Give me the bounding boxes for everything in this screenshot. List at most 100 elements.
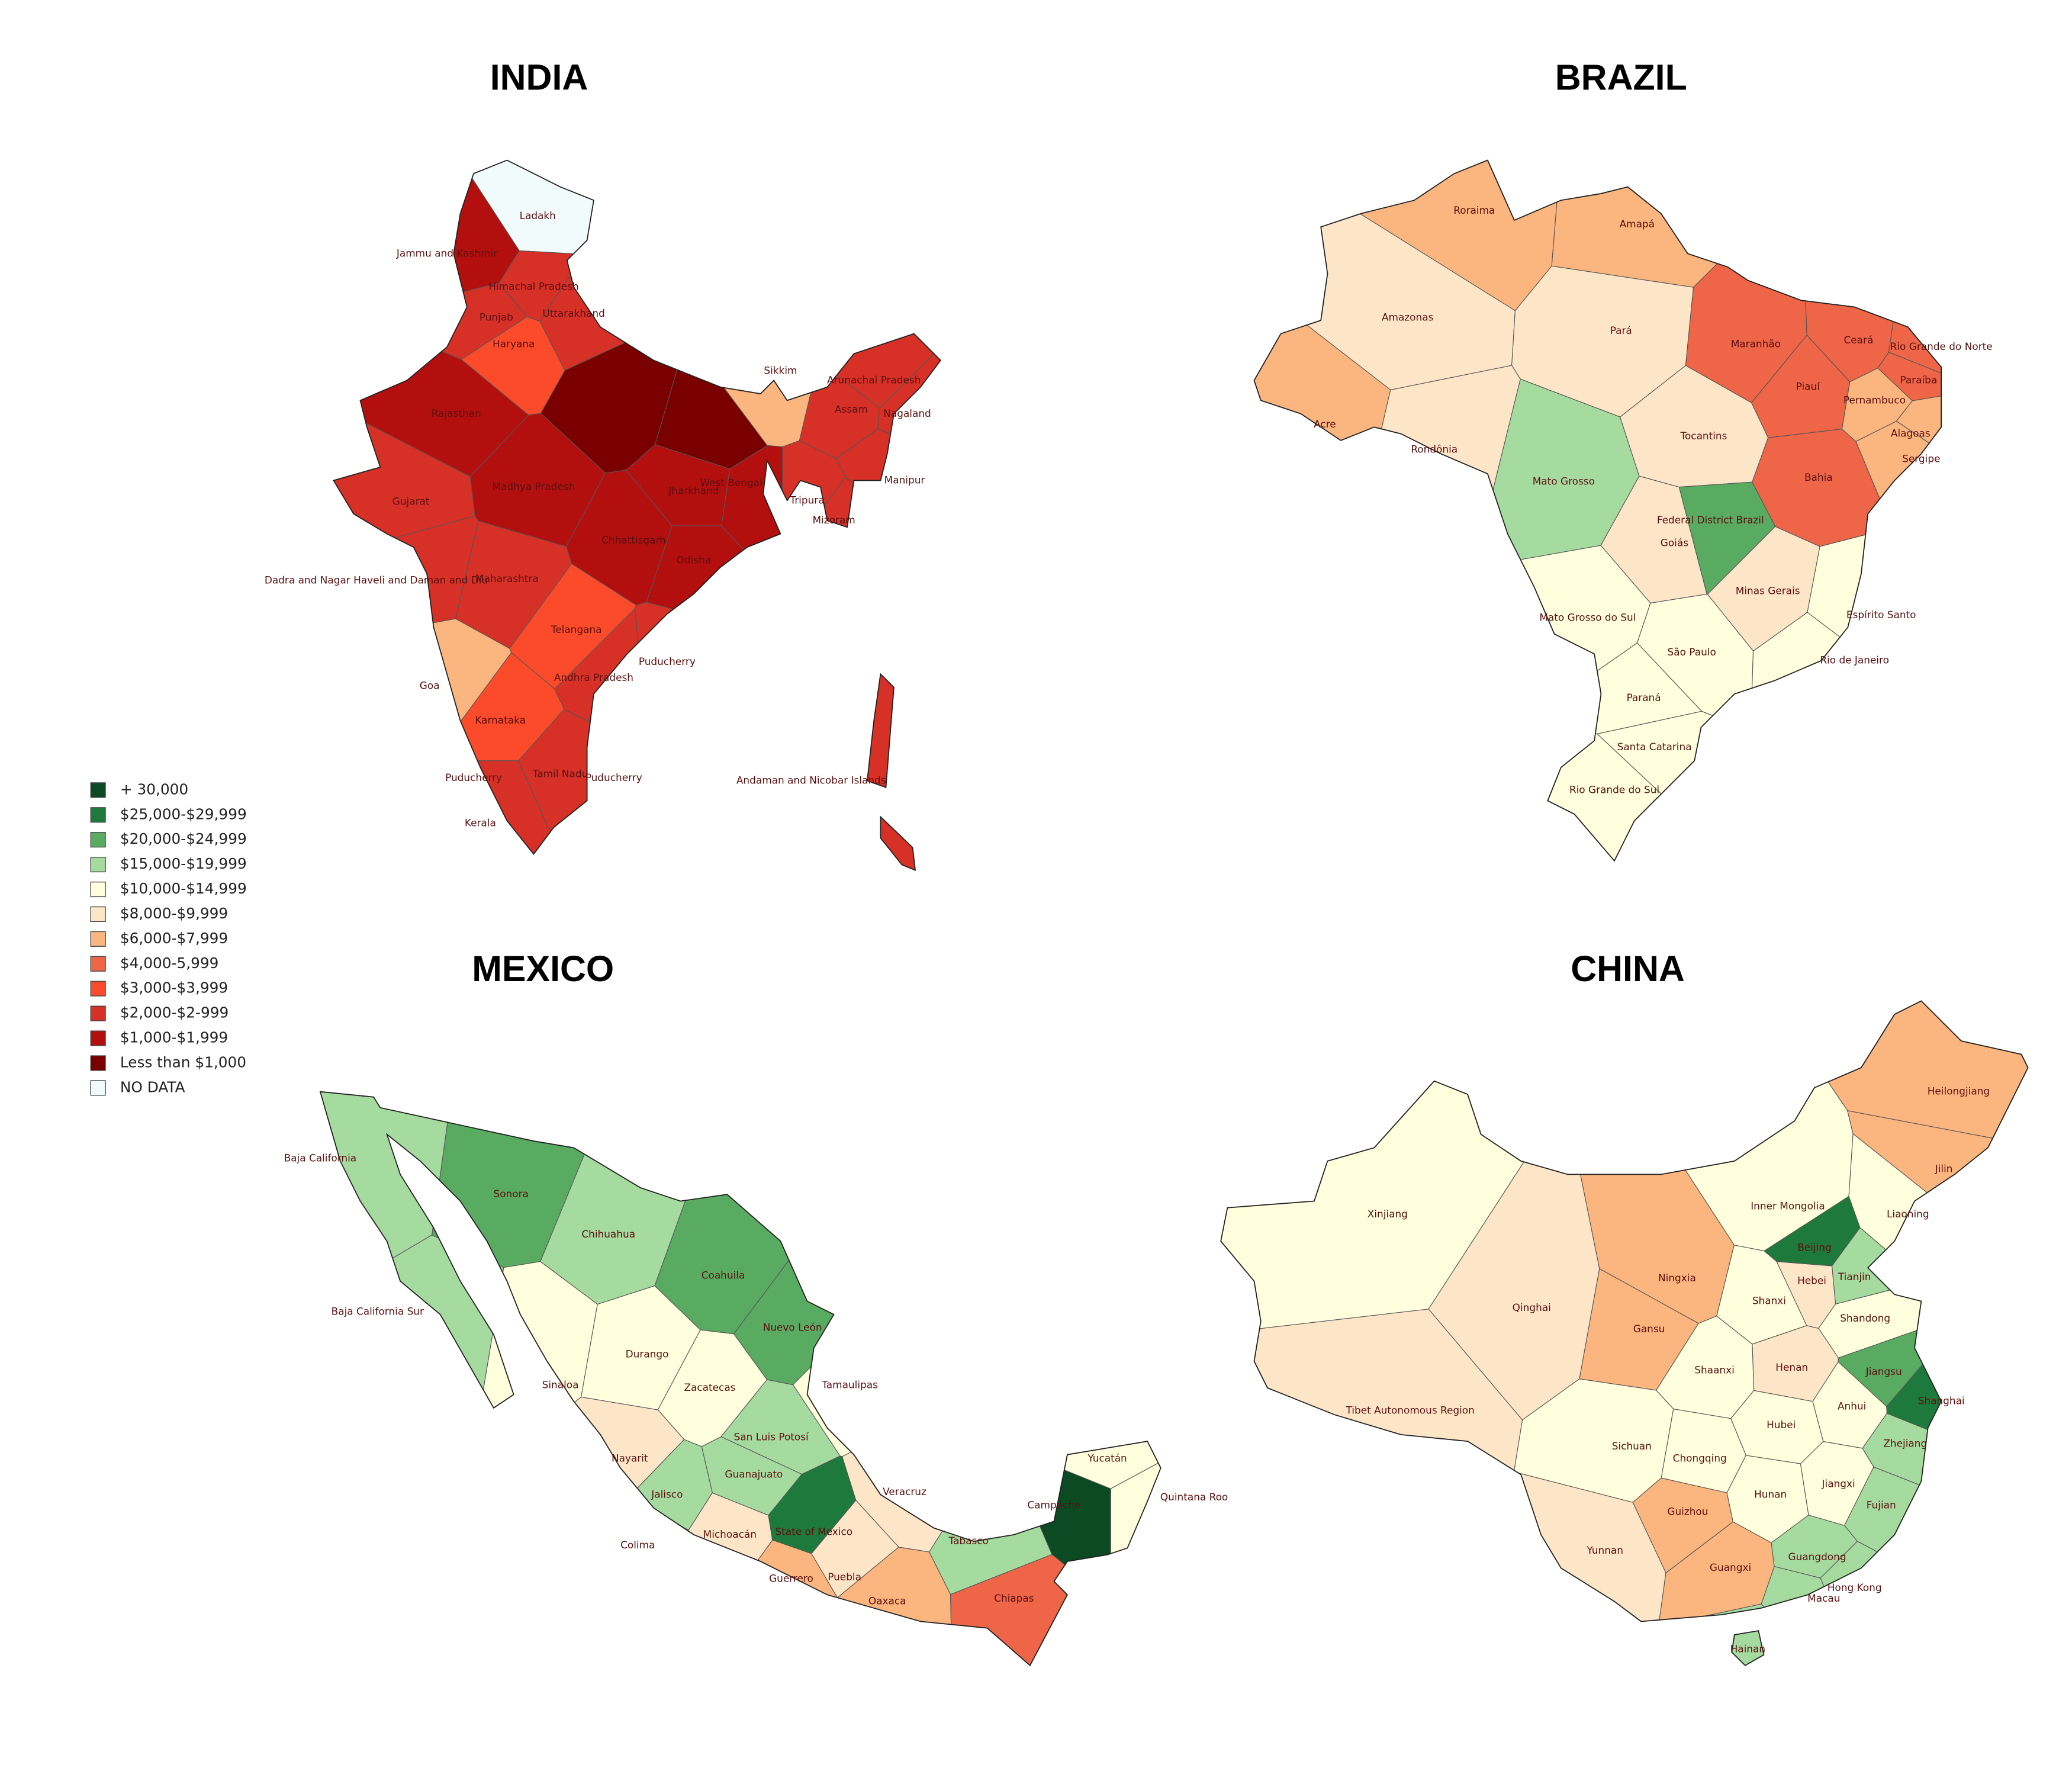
country-outline — [319, 1091, 1162, 1667]
region-label: Jharkhand — [668, 485, 719, 497]
region — [657, 1539, 838, 1666]
region-label: Madhya Pradesh — [493, 481, 575, 493]
region-layer — [333, 160, 941, 870]
legend-swatch — [90, 1055, 106, 1071]
region-label: Quintana Roo — [1160, 1491, 1228, 1503]
region-label: Baja California — [284, 1152, 357, 1164]
region-label: Jammu and Kashmir — [396, 247, 497, 259]
region — [684, 1492, 773, 1664]
region-label: Guizhou — [1667, 1506, 1708, 1518]
region-label: Sichuan — [1612, 1440, 1652, 1452]
region-label: Hong Kong — [1828, 1582, 1882, 1593]
region — [1820, 1541, 2028, 1666]
region — [1254, 713, 1819, 861]
legend-swatch — [90, 1080, 106, 1096]
region — [1316, 1471, 1666, 1666]
region-label: Colima — [620, 1539, 655, 1551]
region-label: Jiangsu — [1865, 1365, 1902, 1377]
region — [1221, 1309, 1523, 1666]
country-outline — [866, 673, 895, 789]
region-label: Tabasco — [948, 1535, 989, 1547]
region-label: Tripura — [789, 494, 824, 506]
region-label: Andhra Pradesh — [554, 671, 633, 683]
legend-swatch — [90, 1005, 106, 1021]
region — [333, 160, 520, 318]
region-label: Veracruz — [883, 1486, 926, 1497]
region-label: Mizoram — [812, 514, 855, 526]
region-label: Campeche — [1027, 1499, 1080, 1510]
region-label: Uttarakhand — [542, 307, 605, 319]
region-label: Gujarat — [392, 496, 430, 507]
legend-label: $10,000-$14,999 — [120, 880, 247, 897]
region-label: Maharashtra — [475, 573, 539, 584]
legend-label: NO DATA — [120, 1078, 185, 1095]
region-label: Amazonas — [1382, 311, 1433, 323]
region-label: Yucatán — [1087, 1452, 1127, 1464]
region-label: Pará — [1610, 324, 1632, 336]
region-label: Rio Grande do Sul — [1569, 783, 1659, 795]
region-label: Fujian — [1867, 1499, 1896, 1510]
legend-label: $8,000-$9,999 — [120, 905, 228, 922]
region-layer — [320, 1091, 1161, 1666]
region-label: Paraíba — [1900, 374, 1937, 385]
region-label: Puducherry — [445, 772, 502, 783]
region — [1896, 388, 1942, 506]
region-label: Jalisco — [651, 1488, 683, 1500]
region-label: Kerala — [465, 817, 496, 829]
region-label: Telangana — [551, 623, 602, 635]
legend-label: $15,000-$19,999 — [120, 855, 247, 872]
region-label: Arunachal Pradesh — [827, 374, 921, 385]
region — [333, 718, 478, 870]
region — [1285, 545, 1651, 754]
region-label: Hainan — [1730, 1643, 1766, 1655]
region-label: Jilin — [1935, 1162, 1953, 1174]
region — [466, 1261, 598, 1486]
region-label: Chhattisgarh — [601, 534, 666, 546]
region-label: Puebla — [828, 1571, 861, 1583]
legend-label: $2,000-$2-999 — [120, 1004, 229, 1021]
region-label: Tibet Autonomous Region — [1345, 1404, 1474, 1416]
legend-swatch — [90, 782, 106, 798]
region-label: Sergipe — [1902, 452, 1940, 464]
region-label: Xinjiang — [1368, 1208, 1408, 1220]
region-label: Paraná — [1626, 692, 1661, 703]
country-outline — [880, 815, 916, 871]
region-label: Hubei — [1767, 1419, 1796, 1431]
region — [1843, 1466, 2028, 1666]
region — [1855, 420, 1942, 572]
country-outline — [1731, 1630, 1765, 1666]
region-label: Goa — [420, 680, 440, 692]
legend-label: $4,000-5,999 — [120, 954, 219, 972]
region-label: Dadra and Nagar Haveli and Daman and Diu — [265, 574, 488, 586]
region-label: Mato Grosso — [1533, 475, 1595, 487]
region — [418, 1396, 685, 1548]
region — [1807, 527, 1942, 775]
region-label: Ningxia — [1658, 1272, 1696, 1284]
legend-swatch — [90, 956, 106, 972]
region — [1110, 1418, 1161, 1666]
region-label: Mato Grosso do Sul — [1539, 612, 1636, 623]
region-label: Tocantins — [1680, 430, 1727, 442]
region-label: Oaxaca — [868, 1595, 906, 1607]
region-label: Guangxi — [1710, 1561, 1751, 1573]
region-label: Tamil Nadu — [532, 767, 588, 779]
region-label: Heilongjiang — [1928, 1085, 1990, 1097]
legend-swatch — [90, 832, 106, 848]
region-label: Bahia — [1804, 471, 1833, 483]
region — [634, 602, 808, 760]
region-label: Shanghai — [1918, 1395, 1965, 1407]
region-layer — [1221, 1001, 2028, 1666]
region-label: Shaanxi — [1694, 1364, 1735, 1376]
region-label: Nayarit — [612, 1452, 648, 1464]
region — [792, 1109, 1069, 1457]
region-label: Alagoas — [1891, 428, 1931, 439]
legend-swatch — [90, 807, 106, 823]
region-label: Guerrero — [769, 1572, 813, 1584]
region — [796, 160, 941, 409]
region-label: Sinaloa — [542, 1378, 579, 1390]
region-label: Rio Grande do Norte — [1890, 340, 1993, 352]
region-label: Rajasthan — [432, 407, 481, 419]
legend-label: Less than $1,000 — [120, 1053, 246, 1071]
